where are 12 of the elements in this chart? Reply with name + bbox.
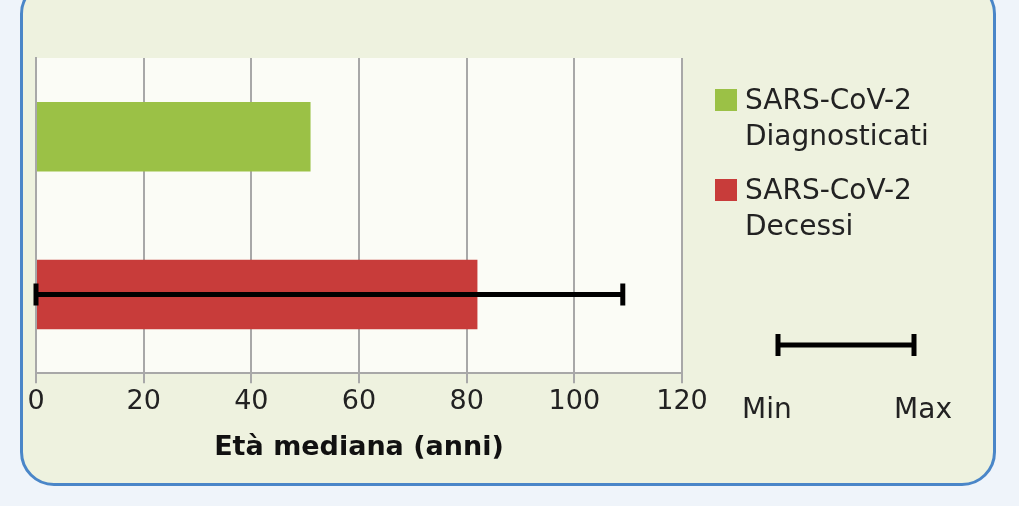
text: Max xyxy=(894,392,952,425)
x-axis-title: Età mediana (anni) xyxy=(214,429,504,461)
legend-label: SARS-CoV-2 Decessi xyxy=(745,172,913,244)
x-tick-label: 100 xyxy=(548,384,601,416)
x-tick-label: 40 xyxy=(234,384,269,416)
legend-label: SARS-CoV-2 Diagnosticati xyxy=(745,82,930,154)
x-tick-label: 0 xyxy=(27,384,45,416)
x-tick-label: 80 xyxy=(449,384,484,416)
x-tick-label: 20 xyxy=(126,384,161,416)
text: Min xyxy=(742,392,792,425)
x-tick-label: 60 xyxy=(341,384,377,416)
x-tick-label: 120 xyxy=(656,384,708,416)
